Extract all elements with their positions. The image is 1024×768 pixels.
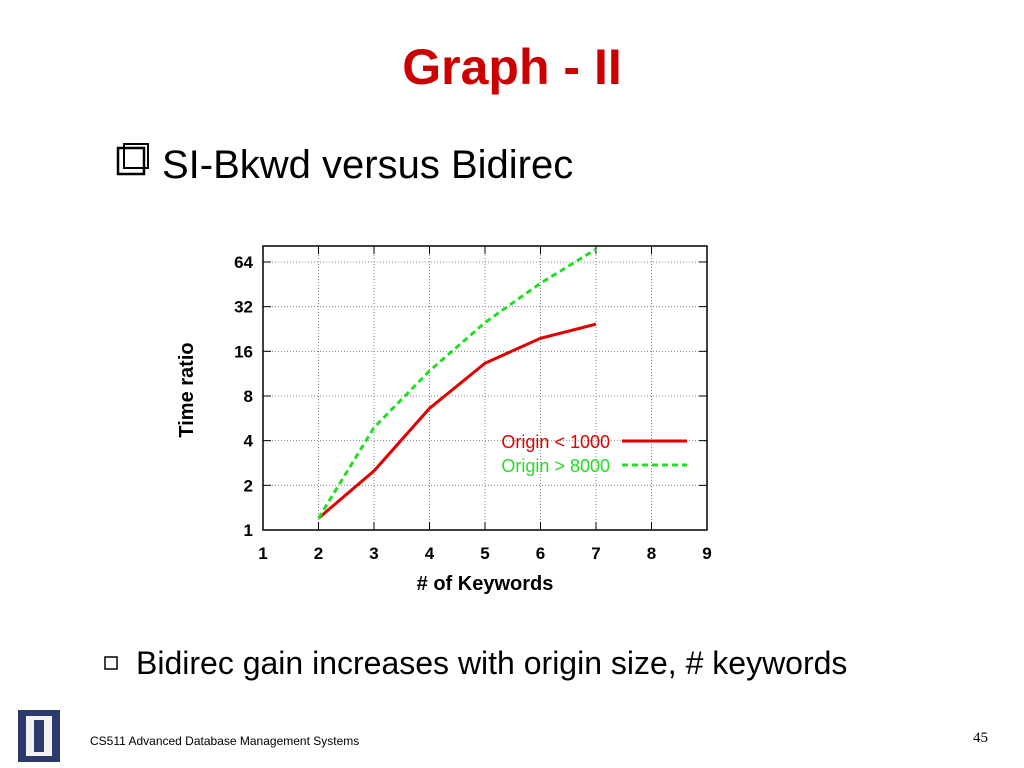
bullet-icon xyxy=(104,656,118,670)
y-tick-label: 64 xyxy=(234,253,253,272)
x-tick-label: 9 xyxy=(702,544,711,563)
y-axis-label: Time ratio xyxy=(176,342,198,437)
x-tick-label: 6 xyxy=(536,544,545,563)
x-tick-label: 8 xyxy=(647,544,656,563)
y-tick-label: 2 xyxy=(244,476,253,495)
bullet-text: SI-Bkwd versus Bidirec xyxy=(162,143,573,187)
x-axis-label: # of Keywords xyxy=(417,573,554,595)
plot-frame xyxy=(262,245,708,531)
x-tick-label: 5 xyxy=(480,544,489,563)
legend-label: Origin < 1000 xyxy=(501,432,610,452)
x-tick-label: 7 xyxy=(591,544,600,563)
y-tick-label: 8 xyxy=(244,387,253,406)
bullet-icon xyxy=(116,146,146,176)
page-number: 45 xyxy=(973,730,988,746)
y-tick-label: 1 xyxy=(244,521,253,540)
y-tick-label: 4 xyxy=(244,432,254,451)
series-line xyxy=(317,322,597,520)
bullet-icon xyxy=(123,143,149,169)
note-text: Bidirec gain increases with origin size,… xyxy=(136,645,847,681)
series-line xyxy=(317,247,597,520)
footer: CS511 Advanced Database Management Syste… xyxy=(90,734,359,748)
x-tick-label: 4 xyxy=(425,544,435,563)
x-tick-label: 3 xyxy=(369,544,378,563)
chart: Time ratio # of Keywords 1 2 4 8 16 32 64 1 2 3 4 5… xyxy=(176,245,712,595)
logo xyxy=(34,720,44,752)
slide-title: Graph - II xyxy=(402,39,621,95)
y-tick-label: 32 xyxy=(234,298,253,317)
x-tick-label: 2 xyxy=(314,544,323,563)
y-tick-label: 16 xyxy=(234,342,253,361)
legend-label: Origin > 8000 xyxy=(501,456,610,476)
x-tick-label: 1 xyxy=(258,544,267,563)
